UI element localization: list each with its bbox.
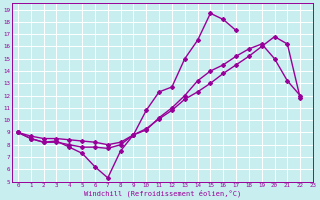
X-axis label: Windchill (Refroidissement éolien,°C): Windchill (Refroidissement éolien,°C) <box>84 189 241 197</box>
